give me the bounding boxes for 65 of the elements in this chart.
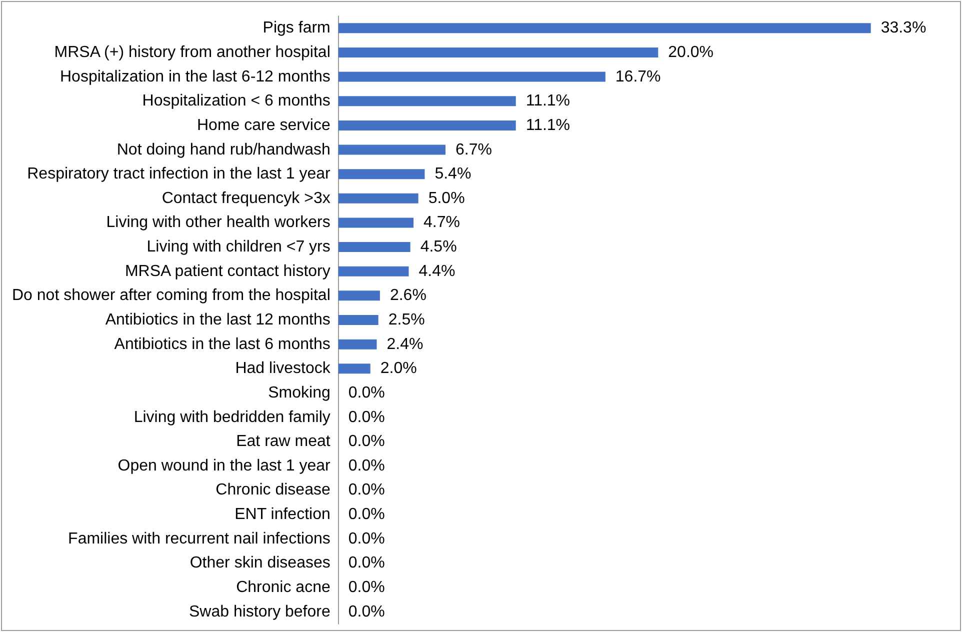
data-label: 20.0%	[668, 44, 714, 61]
data-label: 16.7%	[615, 68, 661, 86]
y-tick-label: Contact frequencyk >3x	[162, 190, 330, 207]
data-label: 0.0%	[348, 433, 385, 450]
y-tick-label: Had livestock	[235, 360, 332, 378]
bar	[338, 47, 658, 58]
y-tick-label: MRSA patient contact history	[124, 262, 330, 280]
data-label: 2.6%	[390, 287, 426, 304]
y-tick-label: Other skin diseases	[190, 554, 330, 572]
data-label: 0.0%	[348, 408, 385, 426]
bar	[338, 290, 380, 301]
y-tick-label: Hospitalization in the last 6-12 months	[60, 68, 330, 86]
bar	[338, 315, 378, 325]
y-tick-label: Respiratory tract infection in the last 1 year	[27, 166, 332, 183]
data-label: 33.3%	[880, 20, 926, 37]
bar	[338, 169, 425, 180]
y-tick-label: Living with bedridden family	[134, 408, 330, 426]
y-tick-label: Pigs farm	[262, 20, 330, 37]
y-tick-label: Living with children <7 yrs	[146, 238, 330, 256]
y-tick-label: MRSA (+) history from another hospital	[54, 44, 330, 61]
y-tick-label: Smoking	[268, 384, 330, 402]
y-tick-label: Home care service	[197, 116, 330, 134]
y-tick-label: ENT infection	[234, 506, 330, 524]
data-label: 6.7%	[456, 141, 492, 158]
y-tick-label: Chronic acne	[236, 579, 330, 596]
bar	[338, 193, 418, 204]
y-tick-label: Living with other health workers	[106, 214, 330, 232]
data-label: 11.1%	[526, 116, 570, 134]
data-label: 4.7%	[424, 214, 460, 232]
data-label: 4.5%	[420, 238, 457, 256]
bar	[338, 339, 377, 350]
data-label: 0.0%	[348, 384, 385, 402]
y-tick-label: Eat raw meat	[236, 433, 331, 450]
bar	[338, 23, 871, 34]
y-tick-label: Families with recurrent nail infections	[68, 530, 330, 548]
data-label: 0.0%	[348, 482, 385, 499]
bar	[338, 144, 446, 155]
y-tick-label: Hospitalization < 6 months	[142, 92, 330, 110]
bar	[338, 364, 370, 374]
data-label: 5.0%	[428, 190, 465, 207]
y-tick-label: Not doing hand rub/handwash	[116, 141, 330, 158]
data-label: 0.0%	[348, 603, 385, 620]
data-label: 0.0%	[348, 530, 385, 548]
data-label: 4.4%	[418, 262, 456, 280]
bar	[338, 120, 516, 130]
y-tick-label: Open wound in the last 1 year	[118, 457, 332, 474]
data-label: 0.0%	[348, 506, 385, 524]
data-label: 5.4%	[434, 166, 472, 183]
bar	[338, 218, 414, 228]
y-tick-label: Chronic disease	[216, 482, 330, 499]
data-label: 0.0%	[348, 554, 385, 572]
data-label: 0.0%	[348, 579, 385, 596]
data-label: 2.4%	[386, 336, 424, 353]
y-tick-label: Do not shower after coming from the hospital	[12, 287, 330, 304]
y-tick-label: Swab history before	[188, 603, 330, 620]
y-tick-label: Antibiotics in the last 6 months	[114, 336, 330, 353]
data-label: 2.0%	[380, 360, 417, 378]
data-label: 2.5%	[388, 312, 425, 328]
data-label: 11.1%	[526, 92, 570, 110]
bar	[338, 72, 606, 82]
data-label: 0.0%	[348, 457, 385, 474]
bar	[338, 96, 516, 106]
y-tick-label: Antibiotics in the last 12 months	[105, 312, 330, 328]
bar	[338, 266, 409, 276]
bar	[338, 242, 410, 252]
